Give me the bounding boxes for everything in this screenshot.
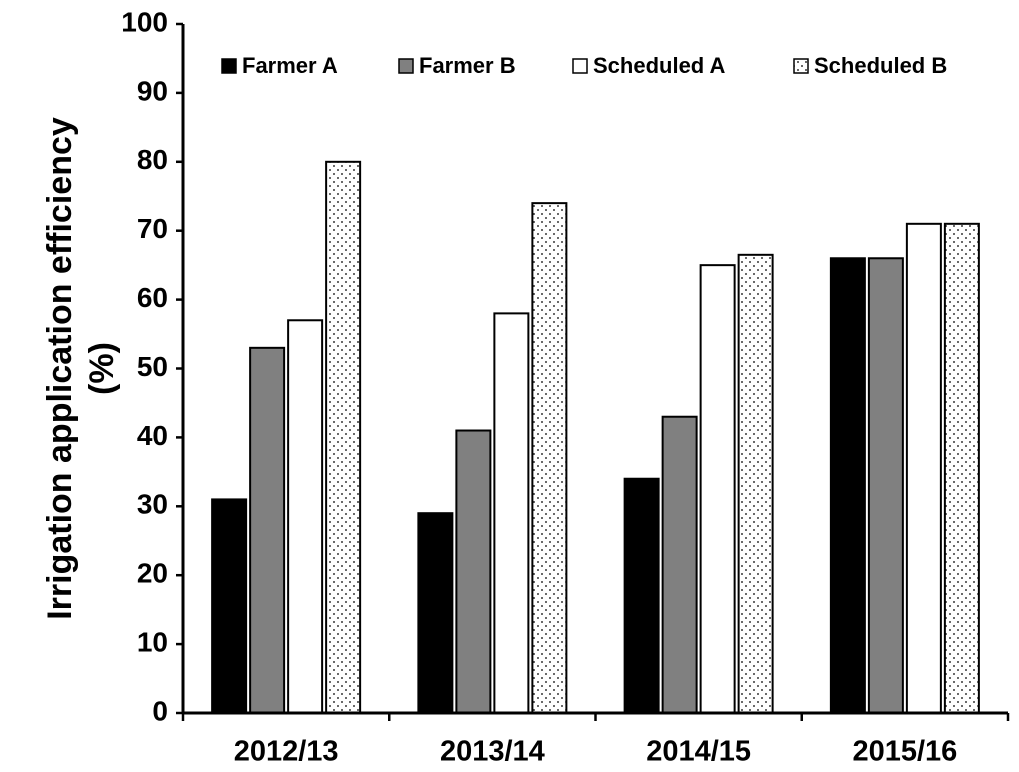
legend-swatch [221, 58, 237, 74]
legend-swatch [793, 58, 809, 74]
bar-farmer-b-2015-16 [867, 257, 904, 714]
legend-swatch [572, 58, 588, 74]
x-category-label: 2014/15 [646, 736, 751, 767]
legend: Farmer A Farmer B Scheduled A Scheduled B [221, 53, 947, 78]
legend-label: Farmer B [419, 53, 516, 78]
bar-farmer-a-2013-14 [417, 512, 454, 714]
bar-farmer-b-2012-13 [249, 346, 286, 714]
bar-scheduled-a-2014-15 [699, 264, 736, 714]
bar-scheduled-a-2013-14 [493, 312, 530, 714]
bar-farmer-b-2013-14 [455, 429, 492, 714]
y-tick-label: 80 [137, 144, 168, 175]
y-tick-label: 50 [137, 351, 168, 382]
bars [211, 160, 980, 715]
bar-farmer-b-2014-15 [661, 415, 698, 714]
legend-label: Scheduled A [593, 53, 726, 78]
bar-scheduled-b-2015-16 [943, 222, 980, 714]
y-tick-label: 90 [137, 75, 168, 106]
legend-label: Farmer A [242, 53, 338, 78]
bar-scheduled-a-2015-16 [905, 222, 942, 714]
y-tick-label: 0 [152, 695, 168, 726]
y-axis-title-line-1: Irrigation application efficiency [41, 117, 79, 620]
y-axis-ticks: 0 10 20 30 40 50 60 70 80 90 100 [121, 6, 183, 726]
bar-scheduled-b-2012-13 [325, 160, 362, 715]
y-tick-label: 20 [137, 558, 168, 589]
legend-swatch [398, 58, 414, 74]
y-tick-label: 100 [121, 6, 168, 37]
bar-farmer-a-2015-16 [829, 257, 866, 714]
x-category-label: 2012/13 [234, 736, 339, 767]
bar-farmer-a-2012-13 [211, 498, 248, 714]
legend-label: Scheduled B [814, 53, 947, 78]
bar-farmer-a-2014-15 [623, 477, 660, 714]
bar-scheduled-b-2014-15 [737, 253, 774, 714]
y-tick-label: 60 [137, 282, 168, 313]
axes [181, 24, 1010, 721]
y-axis-title-line-2: (%) [83, 342, 121, 395]
bar-scheduled-a-2012-13 [287, 319, 324, 714]
x-axis-categories: 2012/13 2013/14 2014/15 2015/16 [234, 736, 958, 768]
y-tick-label: 30 [137, 489, 168, 520]
y-tick-label: 10 [137, 626, 168, 657]
bar-scheduled-b-2013-14 [531, 202, 568, 714]
y-tick-label: 40 [137, 420, 168, 451]
y-axis-title: Irrigation application efficiency (%) [41, 117, 121, 620]
y-tick-label: 70 [137, 213, 168, 244]
x-category-label: 2013/14 [440, 736, 545, 767]
x-category-label: 2015/16 [852, 736, 957, 767]
